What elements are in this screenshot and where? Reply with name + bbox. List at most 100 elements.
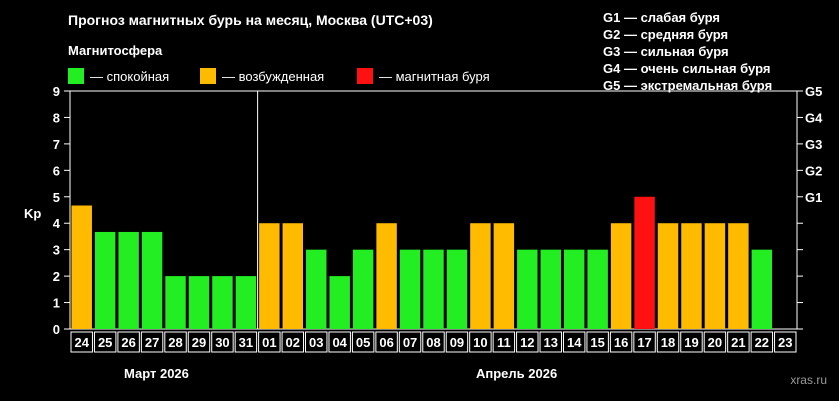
kp-bar — [165, 276, 186, 329]
kp-bar — [493, 223, 515, 329]
date-label: 01 — [262, 335, 276, 350]
date-box — [750, 331, 774, 353]
date-label: 17 — [637, 335, 651, 350]
y-tick-label: 7 — [53, 137, 60, 152]
date-box — [211, 331, 234, 353]
kp-bar — [728, 223, 749, 329]
y-tick-label: 0 — [53, 322, 60, 337]
date-label: 03 — [309, 335, 323, 350]
g-legend-item: G5 — экстремальная буря — [603, 78, 773, 93]
date-box — [633, 331, 656, 353]
date-label: 06 — [379, 335, 393, 350]
kp-bar — [94, 231, 116, 329]
legend-item-excited: — возбужденная — [200, 67, 324, 85]
y-tick-label: 9 — [53, 84, 60, 99]
date-label: 31 — [239, 335, 253, 350]
kp-bar — [610, 223, 632, 329]
kp-bar — [517, 249, 538, 329]
date-label: 09 — [450, 335, 464, 350]
date-box — [70, 331, 93, 353]
kp-bar — [352, 249, 374, 329]
legend-label-storm: — магнитная буря — [379, 68, 490, 84]
y-tick-label: 4 — [53, 216, 61, 231]
date-box — [727, 331, 750, 353]
date-label: 29 — [192, 335, 206, 350]
kp-bar — [540, 249, 561, 329]
date-label: 18 — [661, 335, 675, 350]
date-box — [164, 331, 187, 353]
date-box — [609, 331, 633, 353]
kp-bar — [259, 223, 280, 329]
g-scale-tick-label: G4 — [805, 110, 823, 125]
date-label: 08 — [426, 335, 440, 350]
watermark: xras.ru — [790, 373, 827, 387]
date-box — [234, 331, 258, 353]
date-label: 10 — [473, 335, 487, 350]
date-box — [422, 331, 445, 353]
date-box — [258, 331, 281, 353]
date-box — [516, 331, 539, 353]
g-scale-tick-label: G2 — [805, 163, 822, 178]
legend-item-calm: — спокойная — [68, 67, 169, 85]
kp-bar — [188, 276, 210, 329]
kp-bar — [399, 249, 421, 329]
legend-label-excited: — возбужденная — [222, 68, 325, 84]
date-label: 20 — [708, 335, 722, 350]
kp-bar — [423, 249, 444, 329]
date-box — [398, 331, 422, 353]
kp-bar — [634, 196, 655, 329]
date-label: 12 — [520, 335, 534, 350]
kp-bar — [306, 249, 327, 329]
date-label: 27 — [145, 335, 159, 350]
date-box — [375, 331, 398, 353]
date-box — [187, 331, 211, 353]
g-scale-tick-label: G5 — [805, 84, 822, 99]
kp-bar — [470, 223, 491, 329]
date-box — [656, 331, 680, 353]
month-label-april: Апрель 2026 — [476, 366, 558, 381]
date-box — [93, 331, 117, 353]
kp-bar — [587, 249, 608, 329]
date-label: 28 — [168, 335, 182, 350]
legend-label-calm: — спокойная — [90, 68, 170, 84]
date-box — [774, 331, 797, 353]
date-box — [281, 331, 305, 353]
kp-bar — [751, 249, 773, 329]
kp-bar — [563, 249, 585, 329]
date-label: 04 — [332, 335, 347, 350]
kp-bar — [376, 223, 397, 329]
date-label: 05 — [356, 335, 370, 350]
legend-swatch-storm — [357, 68, 373, 84]
y-tick-label: 3 — [53, 243, 60, 258]
g-legend-item: G1 — слабая буря — [603, 10, 721, 25]
date-label: 16 — [614, 335, 628, 350]
date-box — [492, 331, 516, 353]
y-tick-label: 5 — [53, 190, 60, 205]
date-label: 21 — [731, 335, 745, 350]
date-label: 26 — [121, 335, 135, 350]
date-label: 07 — [403, 335, 417, 350]
kp-bar — [235, 276, 257, 329]
y-tick-label: 2 — [53, 269, 60, 284]
g-scale-tick-label: G3 — [805, 137, 822, 152]
kp-bar — [141, 231, 163, 329]
date-box — [539, 331, 562, 353]
date-box — [562, 331, 586, 353]
kp-bar — [681, 223, 702, 329]
date-box — [305, 331, 328, 353]
date-box — [140, 331, 164, 353]
date-label: 22 — [755, 335, 769, 350]
kp-bar — [704, 223, 726, 329]
date-box — [703, 331, 727, 353]
g-legend-item: G4 — очень сильная буря — [603, 61, 771, 76]
date-label: 23 — [778, 335, 792, 350]
legend-heading: Магнитосфера — [68, 43, 163, 58]
month-label-march: Март 2026 — [124, 366, 189, 381]
date-box — [328, 331, 351, 353]
date-label: 15 — [590, 335, 604, 350]
y-tick-label: 1 — [53, 296, 60, 311]
g-legend-item: G2 — средняя буря — [603, 27, 729, 42]
legend-swatch-excited — [200, 68, 216, 84]
legend-item-storm: — магнитная буря — [357, 67, 490, 85]
